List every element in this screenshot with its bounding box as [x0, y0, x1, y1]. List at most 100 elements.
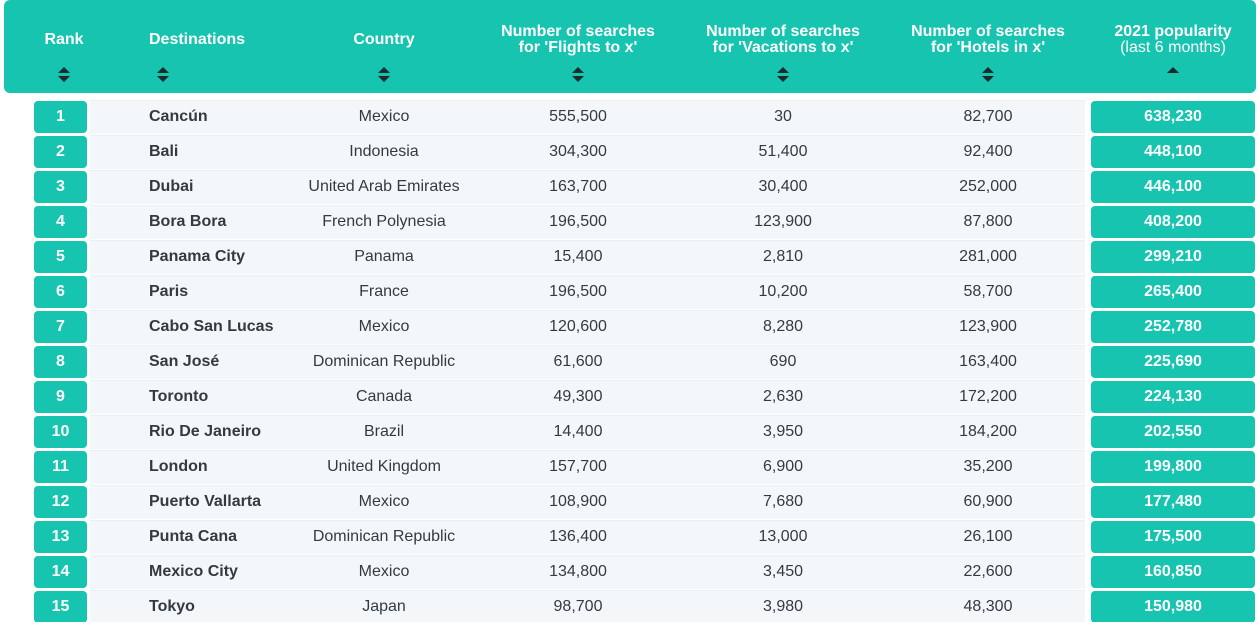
column-header-country-label: Country — [353, 31, 415, 48]
vacations-searches-cell: 8,280 — [762, 318, 804, 335]
hotels-searches-cell: 22,600 — [963, 563, 1013, 580]
country-cell: Dominican Republic — [312, 528, 456, 545]
hotels-searches-cell: 252,000 — [959, 178, 1017, 195]
popularity-badge: 224,130 — [1091, 381, 1255, 413]
vacations-searches-cell: 3,450 — [762, 563, 804, 580]
column-header-vacations[interactable]: Number of searches for 'Vacations to x' — [683, 0, 883, 93]
country-cell: Mexico — [358, 108, 410, 125]
rank-badge: 15 — [34, 591, 87, 622]
popularity-badge: 448,100 — [1091, 136, 1255, 168]
vacations-searches-cell: 690 — [769, 353, 797, 370]
destination-cell: Bali — [149, 143, 179, 160]
table-row: 13 Punta Cana Dominican Republic 136,400 13,… — [0, 520, 1259, 554]
country-cell: Canada — [355, 388, 413, 405]
column-header-popularity-line1: 2021 popularity — [1114, 23, 1232, 40]
flights-searches-cell: 120,600 — [549, 318, 607, 335]
table-row: 9 Toronto Canada 49,300 2,630 172,200 224,130 — [0, 380, 1259, 414]
rank-badge: 6 — [34, 276, 87, 308]
column-header-hotels-line1: Number of searches — [911, 23, 1065, 40]
sort-both-icon[interactable] — [378, 67, 390, 83]
column-header-flights-line2: for 'Flights to x' — [518, 39, 638, 56]
vacations-searches-cell: 30,400 — [758, 178, 808, 195]
flights-searches-cell: 108,900 — [549, 493, 607, 510]
popularity-badge: 408,200 — [1091, 206, 1255, 238]
rank-badge: 1 — [34, 101, 87, 133]
country-cell: Indonesia — [349, 143, 419, 160]
destination-cell: Puerto Vallarta — [149, 493, 262, 510]
destination-cell: London — [149, 458, 208, 475]
flights-searches-cell: 163,700 — [549, 178, 607, 195]
popularity-badge: 177,480 — [1091, 486, 1255, 518]
column-header-hotels[interactable]: Number of searches for 'Hotels in x' — [888, 0, 1088, 93]
popularity-badge: 160,850 — [1091, 556, 1255, 588]
column-header-popularity-line2: (last 6 months) — [1120, 39, 1226, 56]
column-header-destinations[interactable]: Destinations — [149, 0, 279, 93]
flights-searches-cell: 134,800 — [549, 563, 607, 580]
column-header-hotels-line2: for 'Hotels in x' — [930, 39, 1046, 56]
rank-badge: 3 — [34, 171, 87, 203]
sort-both-icon[interactable] — [572, 67, 584, 83]
vacations-searches-cell: 51,400 — [758, 143, 808, 160]
hotels-searches-cell: 82,700 — [963, 108, 1013, 125]
country-cell: Japan — [362, 598, 406, 615]
country-cell: Brazil — [363, 423, 404, 440]
table-row: 5 Panama City Panama 15,400 2,810 281,000 299,… — [0, 240, 1259, 274]
country-cell: French Polynesia — [322, 213, 446, 230]
column-header-country[interactable]: Country — [304, 0, 464, 93]
sort-both-icon[interactable] — [777, 67, 789, 83]
vacations-searches-cell: 7,680 — [762, 493, 804, 510]
column-header-rank[interactable]: Rank — [34, 0, 94, 93]
table-row: 4 Bora Bora French Polynesia 196,500 123,900… — [0, 205, 1259, 239]
table-row: 8 San José Dominican Republic 61,600 690 163,… — [0, 345, 1259, 379]
sort-both-icon[interactable] — [58, 67, 70, 83]
flights-searches-cell: 136,400 — [549, 528, 607, 545]
flights-searches-cell: 196,500 — [549, 213, 607, 230]
vacations-searches-cell: 2,630 — [762, 388, 804, 405]
popularity-badge: 202,550 — [1091, 416, 1255, 448]
rank-badge: 13 — [34, 521, 87, 553]
destination-cell: Rio De Janeiro — [149, 423, 262, 440]
country-cell: United Kingdom — [327, 458, 441, 475]
vacations-searches-cell: 123,900 — [754, 213, 812, 230]
rank-badge: 11 — [34, 451, 87, 483]
sort-asc-icon[interactable] — [1167, 66, 1179, 82]
rank-badge: 12 — [34, 486, 87, 518]
table-header: Rank Destinations Country Number of sear… — [4, 0, 1256, 93]
flights-searches-cell: 14,400 — [553, 423, 603, 440]
rank-badge: 10 — [34, 416, 87, 448]
table-row: 10 Rio De Janeiro Brazil 14,400 3,950 184,200… — [0, 415, 1259, 449]
rank-badge: 8 — [34, 346, 87, 378]
row-background — [90, 275, 1085, 309]
destination-cell: Cancún — [149, 108, 208, 125]
country-cell: Mexico — [358, 493, 410, 510]
column-header-popularity[interactable]: 2021 popularity (last 6 months) — [1091, 0, 1255, 93]
popularity-badge: 252,780 — [1091, 311, 1255, 343]
country-cell: United Arab Emirates — [308, 178, 460, 195]
vacations-searches-cell: 13,000 — [758, 528, 808, 545]
hotels-searches-cell: 26,100 — [963, 528, 1013, 545]
rank-badge: 4 — [34, 206, 87, 238]
sort-both-icon[interactable] — [982, 67, 994, 83]
popularity-badge: 446,100 — [1091, 171, 1255, 203]
table-row: 12 Puerto Vallarta Mexico 108,900 7,680 60,90… — [0, 485, 1259, 519]
hotels-searches-cell: 58,700 — [963, 283, 1013, 300]
row-background — [90, 135, 1085, 169]
hotels-searches-cell: 123,900 — [959, 318, 1017, 335]
destination-cell: Mexico City — [149, 563, 238, 580]
table-row: 15 Tokyo Japan 98,700 3,980 48,300 150,980 — [0, 590, 1259, 622]
row-background — [90, 310, 1085, 344]
row-background — [90, 485, 1085, 519]
country-cell: Mexico — [358, 563, 410, 580]
hotels-searches-cell: 60,900 — [963, 493, 1013, 510]
country-cell: Panama — [354, 248, 414, 265]
flights-searches-cell: 304,300 — [549, 143, 607, 160]
popularity-badge: 199,800 — [1091, 451, 1255, 483]
column-header-flights[interactable]: Number of searches for 'Flights to x' — [478, 0, 678, 93]
hotels-searches-cell: 87,800 — [963, 213, 1013, 230]
flights-searches-cell: 15,400 — [553, 248, 603, 265]
destination-cell: Cabo San Lucas — [149, 318, 274, 335]
hotels-searches-cell: 172,200 — [959, 388, 1017, 405]
hotels-searches-cell: 48,300 — [963, 598, 1013, 615]
sort-both-icon[interactable] — [157, 67, 169, 83]
